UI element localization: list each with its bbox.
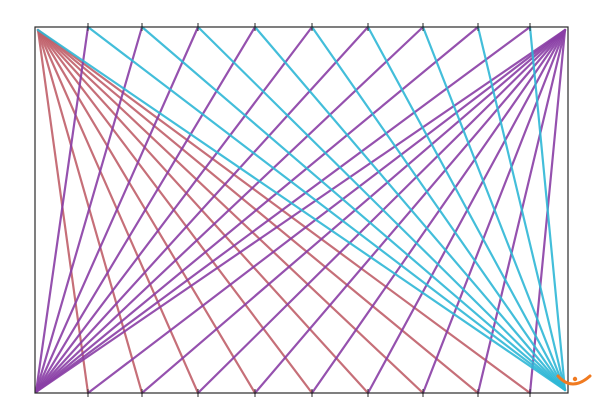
- string-line: [34, 25, 314, 394]
- string-line: [310, 28, 567, 395]
- string-lines: [34, 25, 567, 395]
- string-line: [34, 25, 480, 394]
- string-line: [34, 25, 200, 394]
- string-line: [366, 28, 567, 395]
- string-line: [196, 28, 567, 395]
- string-line: [34, 25, 257, 394]
- string-line: [86, 25, 567, 392]
- string-line: [36, 28, 532, 395]
- string-line: [36, 28, 480, 395]
- string-line: [34, 25, 90, 394]
- string-line: [36, 28, 314, 395]
- string-line: [421, 25, 567, 392]
- string-line: [528, 25, 567, 392]
- smiley-icon: [556, 374, 592, 386]
- string-line: [253, 28, 567, 395]
- string-line: [253, 25, 567, 392]
- string-line: [140, 25, 567, 392]
- string-line: [196, 25, 567, 392]
- frame-rectangle: [34, 26, 569, 394]
- string-line: [36, 28, 425, 395]
- string-line: [36, 28, 257, 395]
- string-line: [36, 28, 567, 392]
- string-line: [140, 28, 567, 395]
- string-line: [34, 25, 370, 394]
- smiley-eye-icon: [572, 376, 578, 382]
- string-line: [366, 25, 567, 392]
- string-line: [476, 25, 567, 392]
- tick-marks: [87, 23, 531, 397]
- string-line: [36, 28, 370, 395]
- string-line: [34, 25, 425, 394]
- string-line: [36, 28, 200, 395]
- string-line: [310, 25, 567, 392]
- string-line: [34, 28, 567, 394]
- string-line: [86, 28, 567, 395]
